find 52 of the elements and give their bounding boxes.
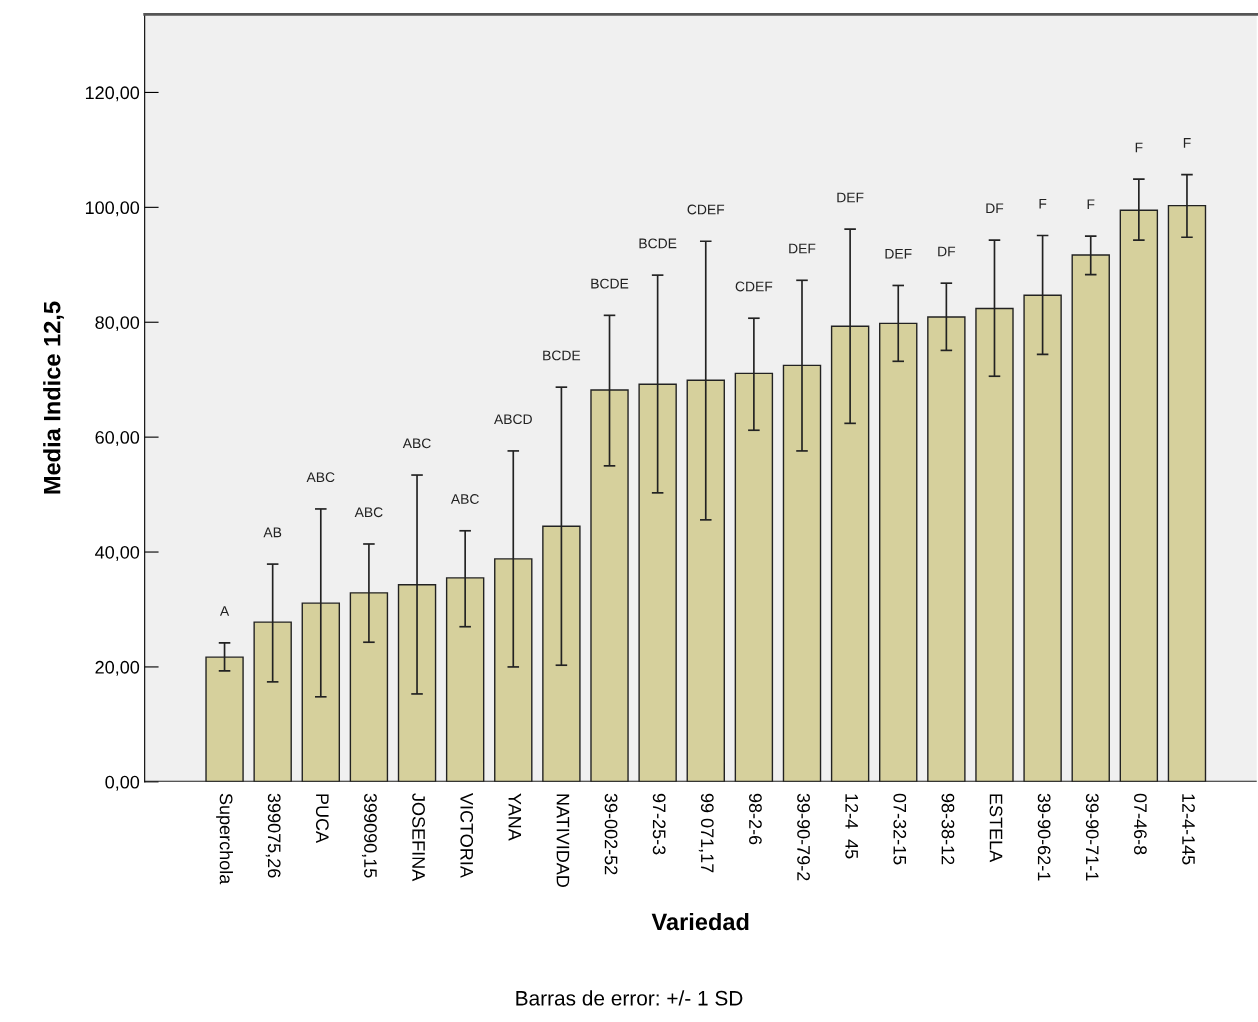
x-tick-label: 39-90-79-2 bbox=[797, 793, 810, 881]
x-tick-label: 39-002-52 bbox=[604, 793, 618, 875]
annotation: ABC bbox=[306, 472, 335, 483]
x-tick-label: 99 071,17 bbox=[698, 793, 714, 873]
annotation: BCDE bbox=[639, 238, 677, 249]
x-tick-label: 399075,26 bbox=[265, 793, 281, 878]
annotation: AB bbox=[263, 527, 282, 538]
y-axis-title: Media Indice 12,5 bbox=[43, 301, 64, 494]
annotation: DEF bbox=[789, 243, 816, 254]
annotation: DF bbox=[986, 203, 1004, 214]
x-tick-label: YANA bbox=[508, 793, 522, 841]
annotation: F bbox=[1183, 138, 1191, 148]
x-tick-label: 399090,15 bbox=[361, 793, 377, 878]
x-tick-label: VICTORIA bbox=[460, 793, 474, 878]
annotation: DEF bbox=[837, 192, 864, 203]
x-tick-label: 39-90-71-1 bbox=[1085, 793, 1099, 881]
x-tick-label: 97-25-3 bbox=[652, 793, 666, 855]
annotation: F bbox=[1039, 198, 1047, 209]
y-tick-label: 120,00 bbox=[85, 86, 140, 102]
y-tick-label: 40,00 bbox=[95, 545, 140, 561]
x-tick-label: 12-4 45 bbox=[845, 794, 859, 859]
y-tick-label: 80,00 bbox=[95, 316, 140, 332]
x-tick-label: JOSEFINA bbox=[412, 793, 425, 882]
x-tick-label: PUCA bbox=[315, 794, 329, 844]
annotation: DEF bbox=[885, 248, 912, 259]
annotation: ABC bbox=[354, 507, 383, 518]
annotation: ABC bbox=[450, 494, 479, 504]
annotation: ABC bbox=[402, 438, 431, 449]
y-tick-label: 60,00 bbox=[95, 431, 140, 446]
y-tick-label: 0,00 bbox=[105, 775, 140, 791]
x-axis-title: Variedad bbox=[651, 912, 749, 931]
annotation: F bbox=[1135, 142, 1143, 153]
annotation: A bbox=[219, 606, 230, 616]
x-tick-label: 98-2-6 bbox=[749, 793, 762, 845]
annotation: BCDE bbox=[543, 350, 581, 361]
annotation: F bbox=[1087, 199, 1095, 210]
y-tick-label: 100,00 bbox=[85, 201, 140, 217]
y-tick-label: 20,00 bbox=[95, 660, 140, 676]
x-tick-label: ESTELA bbox=[989, 794, 1003, 863]
x-tick-label: 98-38-12 bbox=[941, 793, 955, 865]
annotation: DF bbox=[938, 246, 956, 257]
annotation: CDEF bbox=[735, 281, 773, 292]
annotation: BCDE bbox=[591, 278, 629, 289]
x-tick-label: NATIVIDAD bbox=[556, 794, 570, 888]
x-tick-label: 12-4-145 bbox=[1182, 794, 1195, 865]
x-tick-label: 07-46-8 bbox=[1134, 793, 1147, 855]
x-tick-label: Superchola bbox=[216, 793, 233, 885]
x-tick-label: 07-32-15 bbox=[893, 793, 907, 865]
text: Barras de error: +/- 1 SD bbox=[516, 990, 743, 1006]
x-tick-label: 39-90-62-1 bbox=[1037, 793, 1051, 881]
annotation: CDEF bbox=[687, 204, 725, 215]
annotation: ABCD bbox=[494, 414, 532, 425]
